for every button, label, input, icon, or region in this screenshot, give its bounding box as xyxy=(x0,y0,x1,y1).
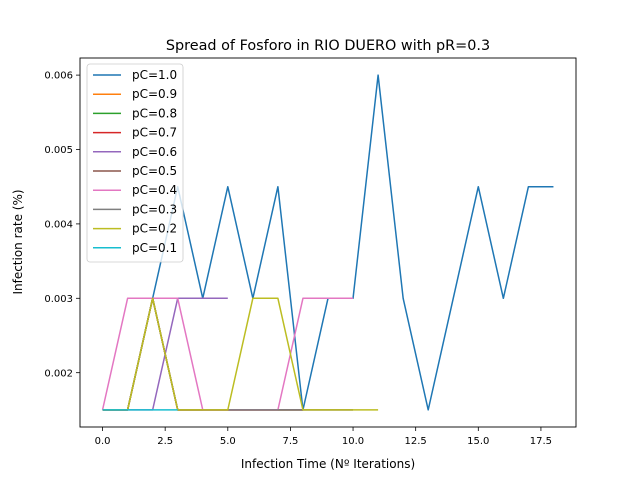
plot-lines xyxy=(101,74,554,411)
series-line-8 xyxy=(102,297,379,411)
x-tick-label: 10.0 xyxy=(342,436,364,447)
x-axis-ticks: 0.0 2.5 5.0 7.5 10.0 12.5 15.0 17.5 xyxy=(95,427,552,447)
y-tick-label: 0.005 xyxy=(44,145,73,156)
series-line-3 xyxy=(102,297,303,411)
legend: pC=1.0 pC=0.9 pC=0.8 pC=0.7 pC=0.6 pC=0.5 pC=0… xyxy=(86,63,184,263)
y-tick-label: 0.002 xyxy=(44,368,73,379)
y-tick-label: 0.004 xyxy=(44,220,73,231)
series-line-1 xyxy=(102,297,303,411)
legend-label: pC=0.9 xyxy=(132,87,177,101)
legend-label: pC=0.7 xyxy=(132,126,177,140)
legend-label: pC=0.3 xyxy=(132,202,177,216)
series-line-2 xyxy=(102,297,303,411)
x-tick-label: 0.0 xyxy=(95,436,111,447)
legend-label: pC=1.0 xyxy=(132,68,177,82)
x-tick-label: 2.5 xyxy=(157,436,173,447)
x-tick-label: 5.0 xyxy=(220,436,236,447)
y-tick-label: 0.003 xyxy=(44,294,73,305)
legend-label: pC=0.4 xyxy=(132,183,177,197)
legend-label: pC=0.8 xyxy=(132,106,177,120)
x-tick-label: 17.5 xyxy=(530,436,552,447)
chart-title: Spread of Fosforo in RIO DUERO with pR=0… xyxy=(166,38,490,54)
y-axis-ticks: 0.002 0.003 0.004 0.005 0.006 xyxy=(44,71,80,379)
x-axis-label: Infection Time (Nº Iterations) xyxy=(241,457,415,471)
x-tick-label: 7.5 xyxy=(282,436,298,447)
y-axis-label: Infection rate (%) xyxy=(11,189,25,294)
x-tick-label: 15.0 xyxy=(467,436,489,447)
legend-label: pC=0.2 xyxy=(132,222,177,236)
legend-label: pC=0.1 xyxy=(132,241,177,255)
legend-label: pC=0.5 xyxy=(132,164,177,178)
plot-frame xyxy=(79,57,577,428)
x-tick-label: 12.5 xyxy=(405,436,427,447)
y-tick-label: 0.006 xyxy=(44,71,73,82)
legend-label: pC=0.6 xyxy=(132,145,177,159)
